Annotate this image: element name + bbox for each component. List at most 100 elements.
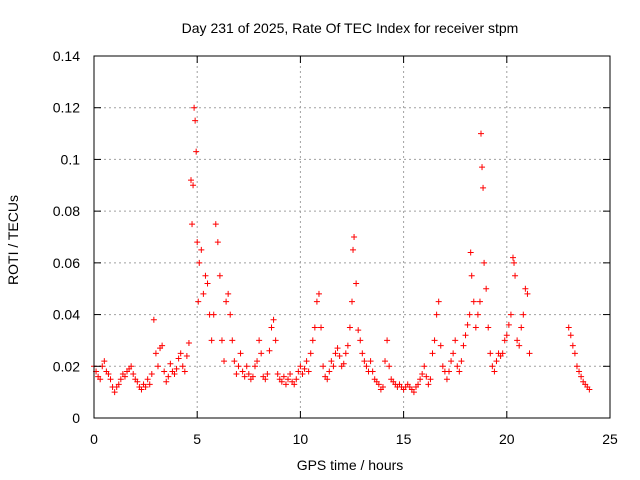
data-point: [231, 358, 238, 365]
data-point: [251, 363, 258, 370]
data-point: [249, 373, 256, 380]
data-point: [454, 363, 461, 370]
data-point: [474, 311, 481, 318]
data-point: [315, 290, 322, 297]
data-point: [573, 363, 580, 370]
data-point: [274, 371, 281, 378]
data-point: [204, 280, 211, 287]
data-point: [233, 371, 240, 378]
data-point: [462, 332, 469, 339]
data-point: [264, 371, 271, 378]
data-point: [429, 350, 436, 357]
data-point: [225, 290, 232, 297]
data-point: [332, 350, 339, 357]
data-point: [179, 363, 186, 370]
data-point: [369, 368, 376, 375]
data-point: [216, 272, 223, 279]
data-point: [107, 376, 114, 383]
data-point: [266, 347, 273, 354]
data-point: [198, 246, 205, 253]
data-point: [243, 363, 250, 370]
data-point: [254, 358, 261, 365]
y-tick-label: 0.04: [53, 307, 80, 323]
data-point: [326, 368, 333, 375]
data-point: [571, 350, 578, 357]
data-point: [435, 298, 442, 305]
plot-frame: [93, 55, 611, 419]
data-point: [448, 358, 455, 365]
data-point: [361, 358, 368, 365]
data-point: [569, 342, 576, 349]
data-point: [578, 373, 585, 380]
data-point: [503, 332, 510, 339]
x-tick-label: 0: [90, 431, 98, 447]
data-point: [167, 360, 174, 367]
data-point: [330, 363, 337, 370]
data-point: [152, 350, 159, 357]
data-point: [105, 371, 112, 378]
data-point: [586, 386, 593, 393]
data-point: [221, 358, 228, 365]
x-axis-title: GPS time / hours: [297, 457, 404, 473]
data-point: [144, 376, 151, 383]
data-point: [516, 342, 523, 349]
data-point: [353, 280, 360, 287]
data-point: [303, 358, 310, 365]
data-point: [512, 272, 519, 279]
data-point: [350, 246, 357, 253]
data-point: [433, 311, 440, 318]
data-point: [128, 363, 135, 370]
data-point: [295, 368, 302, 375]
data-point: [237, 350, 244, 357]
data-point: [439, 363, 446, 370]
data-point: [410, 389, 417, 396]
data-point: [202, 272, 209, 279]
y-tick-label: 0.02: [53, 358, 80, 374]
data-point: [256, 337, 263, 344]
data-point: [183, 352, 190, 359]
data-point: [522, 285, 529, 292]
data-point: [320, 363, 327, 370]
data-point: [479, 164, 486, 171]
x-tick-label: 5: [193, 431, 201, 447]
data-point: [214, 239, 221, 246]
data-point: [190, 182, 197, 189]
data-points: [91, 104, 593, 396]
data-point: [111, 389, 118, 396]
data-point: [318, 324, 325, 331]
data-point: [367, 358, 374, 365]
data-point: [272, 337, 279, 344]
data-point: [481, 259, 488, 266]
y-tick-labels: 0 0.02 0.04 0.06 0.08 0.1 0.12 0.14: [53, 48, 80, 426]
data-point: [467, 249, 474, 256]
data-point: [489, 363, 496, 370]
data-point: [518, 324, 525, 331]
data-point: [239, 368, 246, 375]
data-point: [191, 104, 198, 111]
data-point: [493, 358, 500, 365]
data-point: [520, 311, 527, 318]
data-point: [270, 316, 277, 323]
x-tick-label: 10: [293, 431, 309, 447]
data-point: [384, 337, 391, 344]
data-point: [245, 371, 252, 378]
data-point: [175, 355, 182, 362]
data-point: [196, 259, 203, 266]
data-point: [97, 376, 104, 383]
data-point: [148, 371, 155, 378]
data-point: [200, 290, 207, 297]
data-point: [235, 363, 242, 370]
data-point: [150, 316, 157, 323]
data-point: [478, 130, 484, 137]
data-point: [130, 371, 137, 378]
data-point: [344, 342, 351, 349]
data-point: [501, 337, 508, 344]
data-point: [285, 376, 292, 383]
data-point: [177, 350, 184, 357]
data-point: [346, 324, 353, 331]
data-point: [189, 221, 196, 228]
y-tick-label: 0.08: [53, 203, 80, 219]
data-point: [227, 311, 234, 318]
data-point: [511, 259, 518, 266]
